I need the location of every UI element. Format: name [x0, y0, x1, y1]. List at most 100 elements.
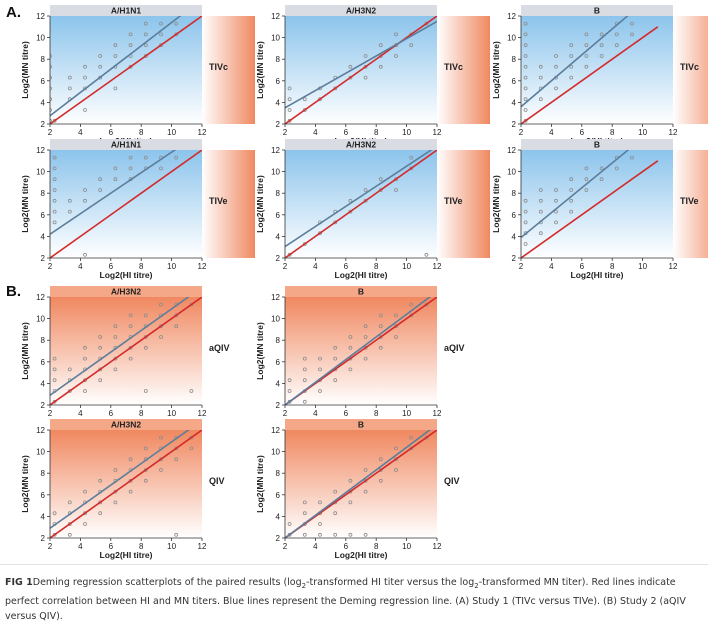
data-point: [584, 64, 589, 69]
y-tick-label: 12: [271, 12, 280, 21]
y-tick-label: 8: [512, 55, 517, 64]
data-point: [348, 335, 353, 339]
data-point: [113, 177, 118, 182]
x-tick-label: 6: [344, 262, 349, 271]
plot-marks: [50, 430, 202, 538]
y-axis-label: Log2(MN titre): [255, 322, 265, 380]
side-label-band: [673, 16, 708, 124]
data-point: [333, 489, 338, 494]
data-point: [363, 356, 368, 361]
data-point: [409, 313, 414, 318]
data-point: [569, 209, 574, 214]
data-point: [189, 446, 194, 451]
data-point: [538, 209, 543, 214]
data-point: [363, 324, 368, 329]
y-tick-label: 4: [276, 232, 281, 241]
x-tick-label: 8: [139, 262, 144, 271]
y-tick-label: 4: [41, 379, 46, 388]
data-point: [128, 32, 133, 37]
data-point: [50, 118, 52, 123]
data-point: [143, 345, 148, 350]
x-tick-label: 12: [433, 262, 442, 271]
data-point: [378, 478, 383, 483]
data-point: [50, 64, 52, 69]
data-point: [83, 489, 87, 494]
data-point: [83, 64, 87, 69]
identity-line: [50, 16, 202, 124]
figure: A. B. A/H1N1TIVc2468101224681012Log2(HI …: [6, 4, 708, 560]
y-tick-label: 4: [41, 98, 46, 107]
data-point: [599, 166, 604, 171]
data-point: [363, 64, 368, 69]
data-point: [409, 435, 414, 440]
title-strip: [285, 286, 437, 297]
x-tick-label: 4: [313, 409, 318, 418]
data-point: [523, 97, 528, 102]
title-strip: [50, 286, 202, 297]
y-tick-label: 4: [276, 379, 281, 388]
data-point: [333, 378, 338, 383]
x-tick-label: 2: [48, 262, 53, 271]
data-point: [584, 43, 589, 48]
data-point: [287, 108, 292, 112]
data-point: [394, 32, 398, 37]
data-point: [363, 335, 368, 339]
data-point: [143, 468, 148, 472]
data-point: [128, 356, 133, 361]
data-point: [50, 86, 52, 91]
data-point: [113, 468, 118, 472]
y-tick-label: 4: [41, 232, 46, 241]
x-tick-label: 10: [402, 542, 411, 551]
data-point: [378, 43, 383, 48]
data-point: [98, 367, 103, 372]
data-point: [302, 367, 307, 372]
regression-line: [50, 150, 177, 235]
y-tick-label: 6: [276, 491, 281, 500]
data-point: [523, 64, 528, 69]
data-point: [318, 97, 322, 102]
y-tick-label: 4: [276, 512, 281, 521]
x-tick-label: 8: [374, 262, 379, 271]
data-point: [52, 220, 57, 225]
x-tick-label: 2: [283, 262, 288, 271]
y-tick-label: 12: [507, 12, 516, 21]
side-label: TIVe: [680, 196, 699, 206]
plot-marks: [285, 297, 437, 405]
data-point: [52, 198, 57, 203]
y-tick-label: 2: [512, 254, 517, 263]
data-point: [302, 378, 307, 383]
x-tick-label: 10: [402, 409, 411, 418]
panel-title: A/H1N1: [111, 6, 142, 16]
data-point: [409, 166, 414, 171]
y-tick-label: 4: [276, 98, 281, 107]
data-point: [378, 177, 383, 182]
data-point: [83, 75, 87, 80]
x-tick-label: 4: [78, 542, 83, 551]
y-tick-label: 6: [41, 77, 46, 86]
x-tick-label: 4: [78, 409, 83, 418]
x-tick-label: 10: [167, 262, 176, 271]
y-tick-label: 10: [271, 168, 280, 177]
data-point: [143, 389, 148, 393]
data-point: [83, 108, 87, 112]
y-tick-label: 12: [36, 146, 45, 155]
identity-line: [285, 16, 437, 124]
data-point: [174, 457, 179, 462]
y-tick-label: 6: [512, 211, 517, 220]
data-point: [52, 511, 57, 516]
data-point: [554, 64, 558, 69]
regression-line: [285, 20, 437, 109]
caption-text-2: -transformed HI titer versus the log: [306, 577, 475, 588]
data-point: [113, 335, 118, 339]
side-label-band: [437, 150, 490, 258]
data-point: [599, 32, 604, 37]
x-tick-label: 6: [109, 409, 114, 418]
data-point: [52, 367, 57, 372]
data-point: [348, 478, 353, 483]
data-point: [302, 356, 307, 361]
y-tick-label: 8: [276, 189, 281, 198]
data-point: [83, 252, 87, 257]
data-point: [394, 313, 398, 318]
data-point: [98, 54, 103, 58]
